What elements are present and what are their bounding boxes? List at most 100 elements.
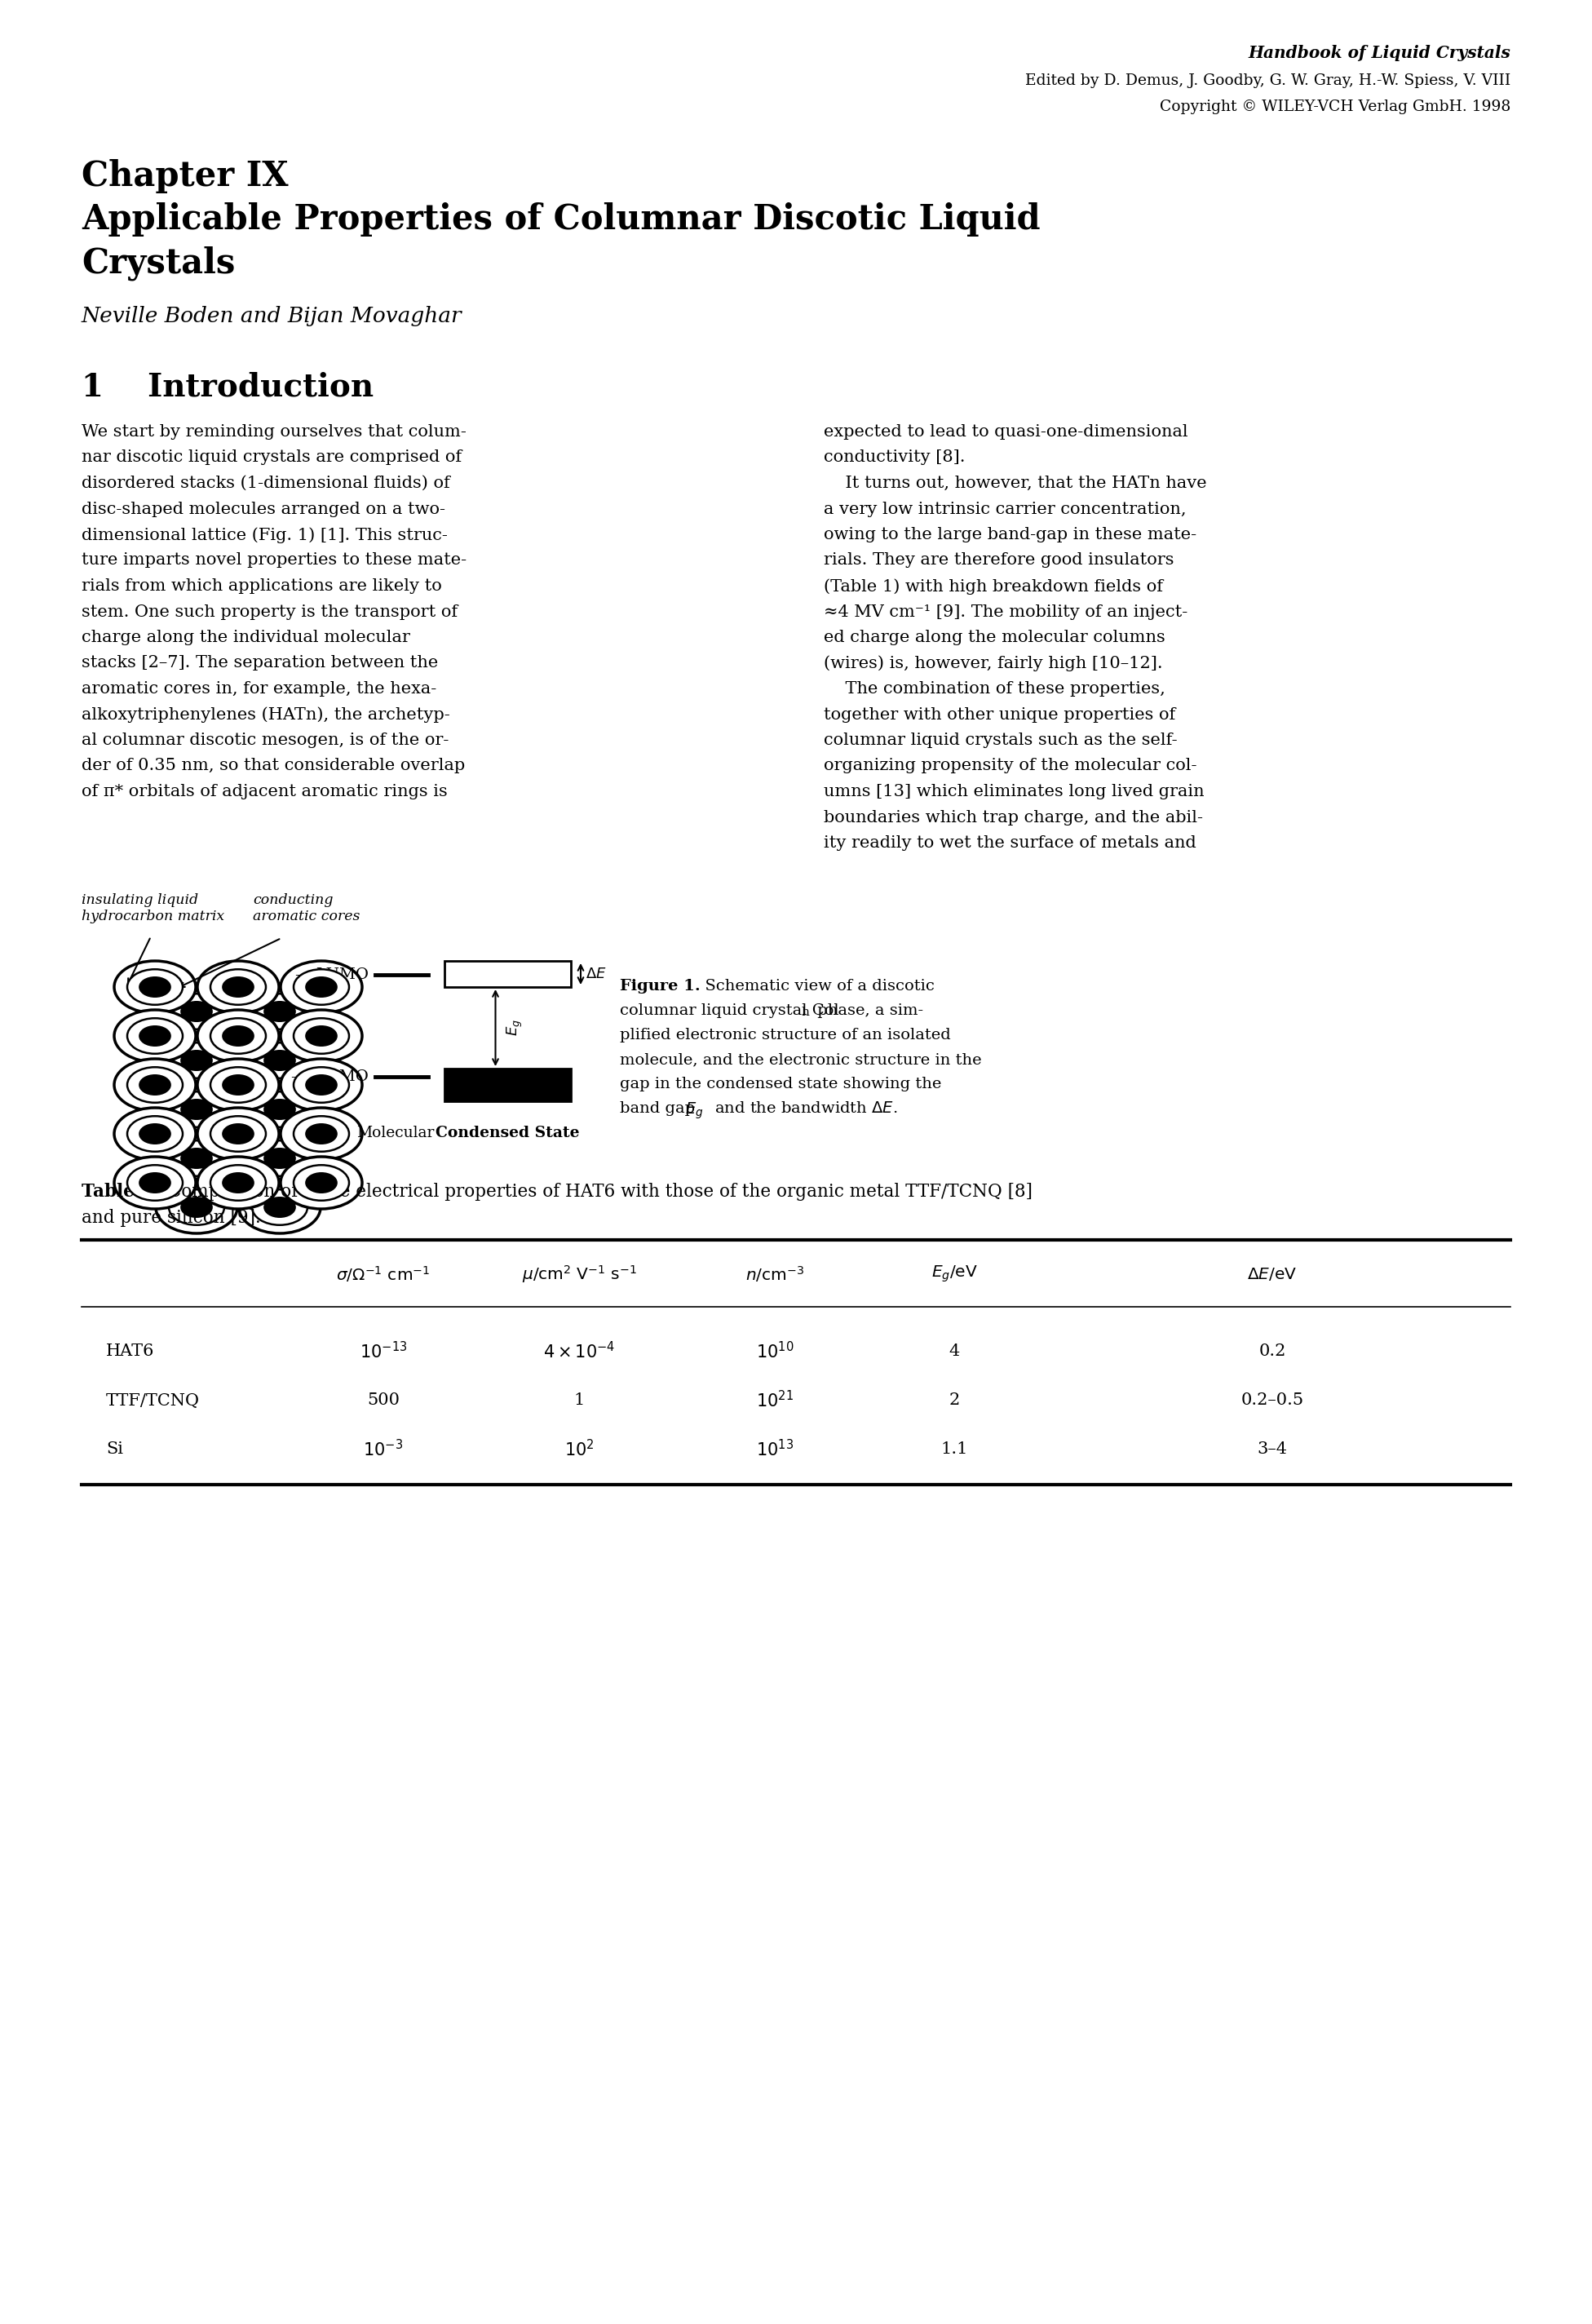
Text: band gap: band gap [619, 1102, 700, 1116]
Ellipse shape [127, 1164, 183, 1202]
Text: Table 1.: Table 1. [81, 1183, 159, 1202]
Text: 1: 1 [573, 1392, 584, 1408]
Text: $n/\mathrm{cm}^{-3}$: $n/\mathrm{cm}^{-3}$ [745, 1264, 804, 1283]
Text: (Table 1) with high breakdown fields of: (Table 1) with high breakdown fields of [823, 579, 1164, 595]
Text: $\sigma/\Omega^{-1}\ \mathrm{cm}^{-1}$: $\sigma/\Omega^{-1}\ \mathrm{cm}^{-1}$ [336, 1264, 430, 1283]
Ellipse shape [169, 1190, 224, 1225]
Text: $10^{2}$: $10^{2}$ [564, 1439, 594, 1459]
Text: Si: Si [107, 1441, 123, 1457]
Text: Copyright © WILEY-VCH Verlag GmbH. 1998: Copyright © WILEY-VCH Verlag GmbH. 1998 [1159, 100, 1511, 114]
Text: nar discotic liquid crystals are comprised of: nar discotic liquid crystals are compris… [81, 451, 462, 465]
Text: ≈4 MV cm⁻¹ [9]. The mobility of an inject-: ≈4 MV cm⁻¹ [9]. The mobility of an injec… [823, 604, 1188, 621]
Text: Condensed State: Condensed State [436, 1125, 579, 1141]
Text: $\mu/\mathrm{cm}^{2}\ \mathrm{V}^{-1}\ \mathrm{s}^{-1}$: $\mu/\mathrm{cm}^{2}\ \mathrm{V}^{-1}\ \… [522, 1264, 637, 1285]
Text: al columnar discotic mesogen, is of the or-: al columnar discotic mesogen, is of the … [81, 732, 449, 748]
Ellipse shape [169, 1141, 224, 1176]
Ellipse shape [223, 1076, 253, 1095]
Ellipse shape [169, 995, 224, 1030]
Ellipse shape [115, 1157, 196, 1208]
Ellipse shape [239, 985, 320, 1037]
Text: 1.1: 1.1 [941, 1441, 968, 1457]
Text: rials. They are therefore good insulators: rials. They are therefore good insulator… [823, 553, 1173, 567]
Text: together with other unique properties of: together with other unique properties of [823, 706, 1175, 723]
Text: (wires) is, however, fairly high [10–12].: (wires) is, however, fairly high [10–12]… [823, 655, 1162, 672]
Ellipse shape [252, 1141, 307, 1176]
Ellipse shape [197, 1157, 279, 1208]
Ellipse shape [239, 1083, 320, 1136]
Ellipse shape [210, 1018, 266, 1053]
Text: conducting: conducting [253, 892, 333, 906]
Text: Edited by D. Demus, J. Goodby, G. W. Gray, H.-W. Spiess, V. VIII: Edited by D. Demus, J. Goodby, G. W. Gra… [1025, 74, 1511, 88]
Text: $\Delta E$: $\Delta E$ [586, 967, 607, 981]
Ellipse shape [127, 1067, 183, 1102]
Ellipse shape [197, 960, 279, 1013]
Text: It turns out, however, that the HATn have: It turns out, however, that the HATn hav… [823, 476, 1207, 490]
Ellipse shape [223, 976, 253, 997]
Text: The combination of these properties,: The combination of these properties, [823, 681, 1165, 697]
Ellipse shape [140, 1076, 170, 1095]
Text: $10^{-13}$: $10^{-13}$ [360, 1341, 408, 1362]
Ellipse shape [223, 1125, 253, 1143]
Text: TTF/TCNQ: TTF/TCNQ [107, 1392, 201, 1408]
Ellipse shape [210, 1164, 266, 1202]
Text: hydrocarbon matrix: hydrocarbon matrix [81, 909, 224, 923]
Text: $\Delta E/\mathrm{eV}$: $\Delta E/\mathrm{eV}$ [1247, 1267, 1297, 1283]
Text: 0.2–0.5: 0.2–0.5 [1240, 1392, 1304, 1408]
Ellipse shape [252, 1043, 307, 1078]
Text: $E_g$: $E_g$ [505, 1020, 524, 1037]
Text: h: h [801, 1006, 809, 1018]
Ellipse shape [280, 1060, 361, 1111]
Text: $E_g/\mathrm{eV}$: $E_g/\mathrm{eV}$ [931, 1264, 977, 1285]
Ellipse shape [140, 1125, 170, 1143]
Text: plified electronic structure of an isolated: plified electronic structure of an isola… [619, 1027, 950, 1043]
Text: 2: 2 [949, 1392, 960, 1408]
Text: aromatic cores in, for example, the hexa-: aromatic cores in, for example, the hexa… [81, 681, 436, 697]
Ellipse shape [239, 1132, 320, 1185]
Ellipse shape [169, 1043, 224, 1078]
Ellipse shape [306, 1125, 338, 1143]
Text: rials from which applications are likely to: rials from which applications are likely… [81, 579, 443, 595]
Ellipse shape [156, 1181, 237, 1234]
Ellipse shape [293, 1018, 349, 1053]
Text: organizing propensity of the molecular col-: organizing propensity of the molecular c… [823, 758, 1197, 774]
Ellipse shape [156, 1034, 237, 1088]
Ellipse shape [280, 960, 361, 1013]
Text: a very low intrinsic carrier concentration,: a very low intrinsic carrier concentrati… [823, 502, 1186, 516]
Ellipse shape [181, 1002, 212, 1023]
Ellipse shape [210, 1067, 266, 1102]
Text: Handbook of Liquid Crystals: Handbook of Liquid Crystals [1248, 44, 1511, 60]
Ellipse shape [181, 1148, 212, 1169]
Text: boundaries which trap charge, and the abil-: boundaries which trap charge, and the ab… [823, 809, 1204, 825]
Text: Applicable Properties of Columnar Discotic Liquid: Applicable Properties of Columnar Discot… [81, 202, 1040, 237]
Ellipse shape [293, 1116, 349, 1153]
Ellipse shape [264, 1002, 295, 1023]
Ellipse shape [306, 1027, 338, 1046]
Text: Chapter IX: Chapter IX [81, 158, 288, 193]
Text: disc-shaped molecules arranged on a two-: disc-shaped molecules arranged on a two- [81, 502, 446, 516]
Ellipse shape [181, 1197, 212, 1218]
Ellipse shape [127, 1018, 183, 1053]
Text: columnar liquid crystal Col: columnar liquid crystal Col [619, 1004, 839, 1018]
Ellipse shape [115, 1060, 196, 1111]
Ellipse shape [264, 1197, 295, 1218]
Ellipse shape [140, 1174, 170, 1192]
Ellipse shape [264, 1050, 295, 1071]
Text: insulating liquid: insulating liquid [81, 892, 199, 906]
Text: Figure 1.: Figure 1. [619, 978, 700, 995]
Text: conductivity [8].: conductivity [8]. [823, 451, 965, 465]
Bar [444, 1069, 572, 1102]
Text: $10^{-3}$: $10^{-3}$ [363, 1439, 403, 1459]
Ellipse shape [306, 976, 338, 997]
Ellipse shape [169, 1092, 224, 1127]
Ellipse shape [293, 1164, 349, 1202]
Ellipse shape [210, 1116, 266, 1153]
Text: stacks [2–7]. The separation between the: stacks [2–7]. The separation between the [81, 655, 438, 672]
Text: and the bandwidth $\Delta E$.: and the bandwidth $\Delta E$. [710, 1102, 898, 1116]
Ellipse shape [210, 969, 266, 1004]
Text: gap in the condensed state showing the: gap in the condensed state showing the [619, 1076, 941, 1092]
Text: phase, a sim-: phase, a sim- [812, 1004, 923, 1018]
Ellipse shape [140, 976, 170, 997]
Ellipse shape [264, 1148, 295, 1169]
Text: ity readily to wet the surface of metals and: ity readily to wet the surface of metals… [823, 834, 1196, 851]
Text: columnar liquid crystals such as the self-: columnar liquid crystals such as the sel… [823, 732, 1178, 748]
